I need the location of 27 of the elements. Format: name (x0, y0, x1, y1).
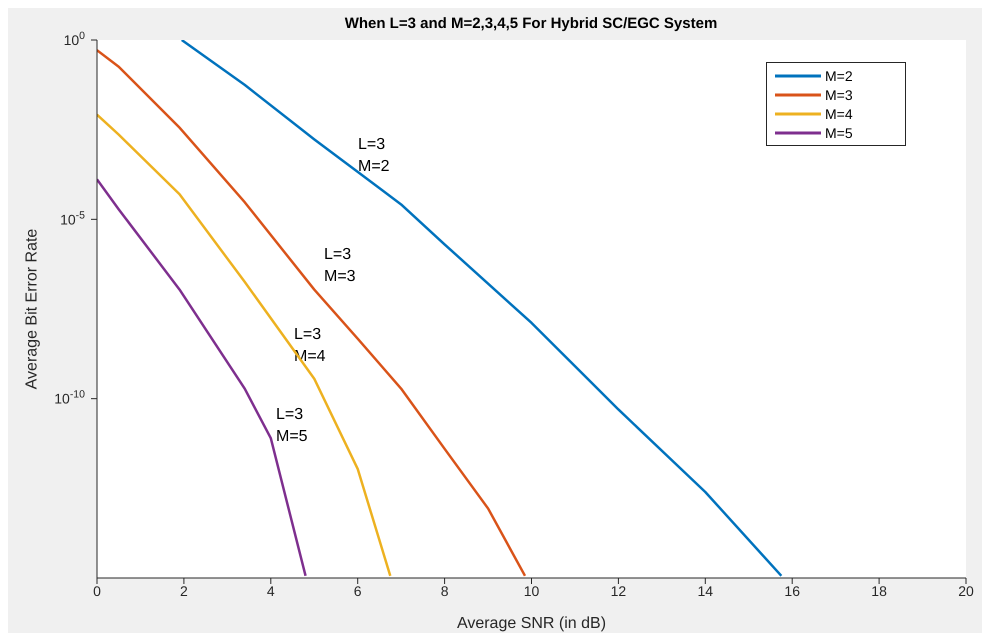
line-series (180, 40, 783, 578)
legend-label: M=4 (825, 106, 853, 122)
annotation: L=3 M=2 (358, 136, 390, 175)
line-series (97, 113, 392, 578)
x-tick-label: 20 (958, 582, 974, 599)
x-tick-label: 18 (871, 582, 888, 599)
y-tick-label: 10$^{-10}$ (54, 388, 86, 407)
y-tick-label: 10$^{-5}$ (60, 209, 86, 228)
chart-title: When L=3 and M=2,3,4,5 For Hybrid SC/EGC System (344, 15, 718, 32)
annotation: L=3 M=3 (324, 246, 356, 285)
legend-label: M=2 (825, 68, 853, 84)
x-tick-label: 14 (698, 582, 714, 599)
y-axis-title: Average Bit Error Rate (24, 228, 41, 390)
x-tick-label: 2 (180, 582, 188, 599)
x-tick-label: 0 (93, 582, 102, 599)
legend-label: M=3 (825, 86, 853, 102)
annotation: L=3 M=5 (276, 406, 308, 445)
x-axis-title: Average SNR (in dB) (456, 615, 606, 632)
x-tick-label: 10 (524, 582, 540, 599)
x-tick-label: 6 (354, 582, 362, 599)
line-series (97, 48, 526, 578)
x-tick-label: 8 (440, 582, 449, 599)
legend-label: M=5 (825, 124, 853, 140)
x-tick-label: 16 (784, 582, 800, 599)
x-tick-label: 4 (266, 582, 275, 599)
x-tick-label: 12 (610, 582, 626, 599)
y-tick-label: 10$^{0}$ (64, 30, 86, 48)
